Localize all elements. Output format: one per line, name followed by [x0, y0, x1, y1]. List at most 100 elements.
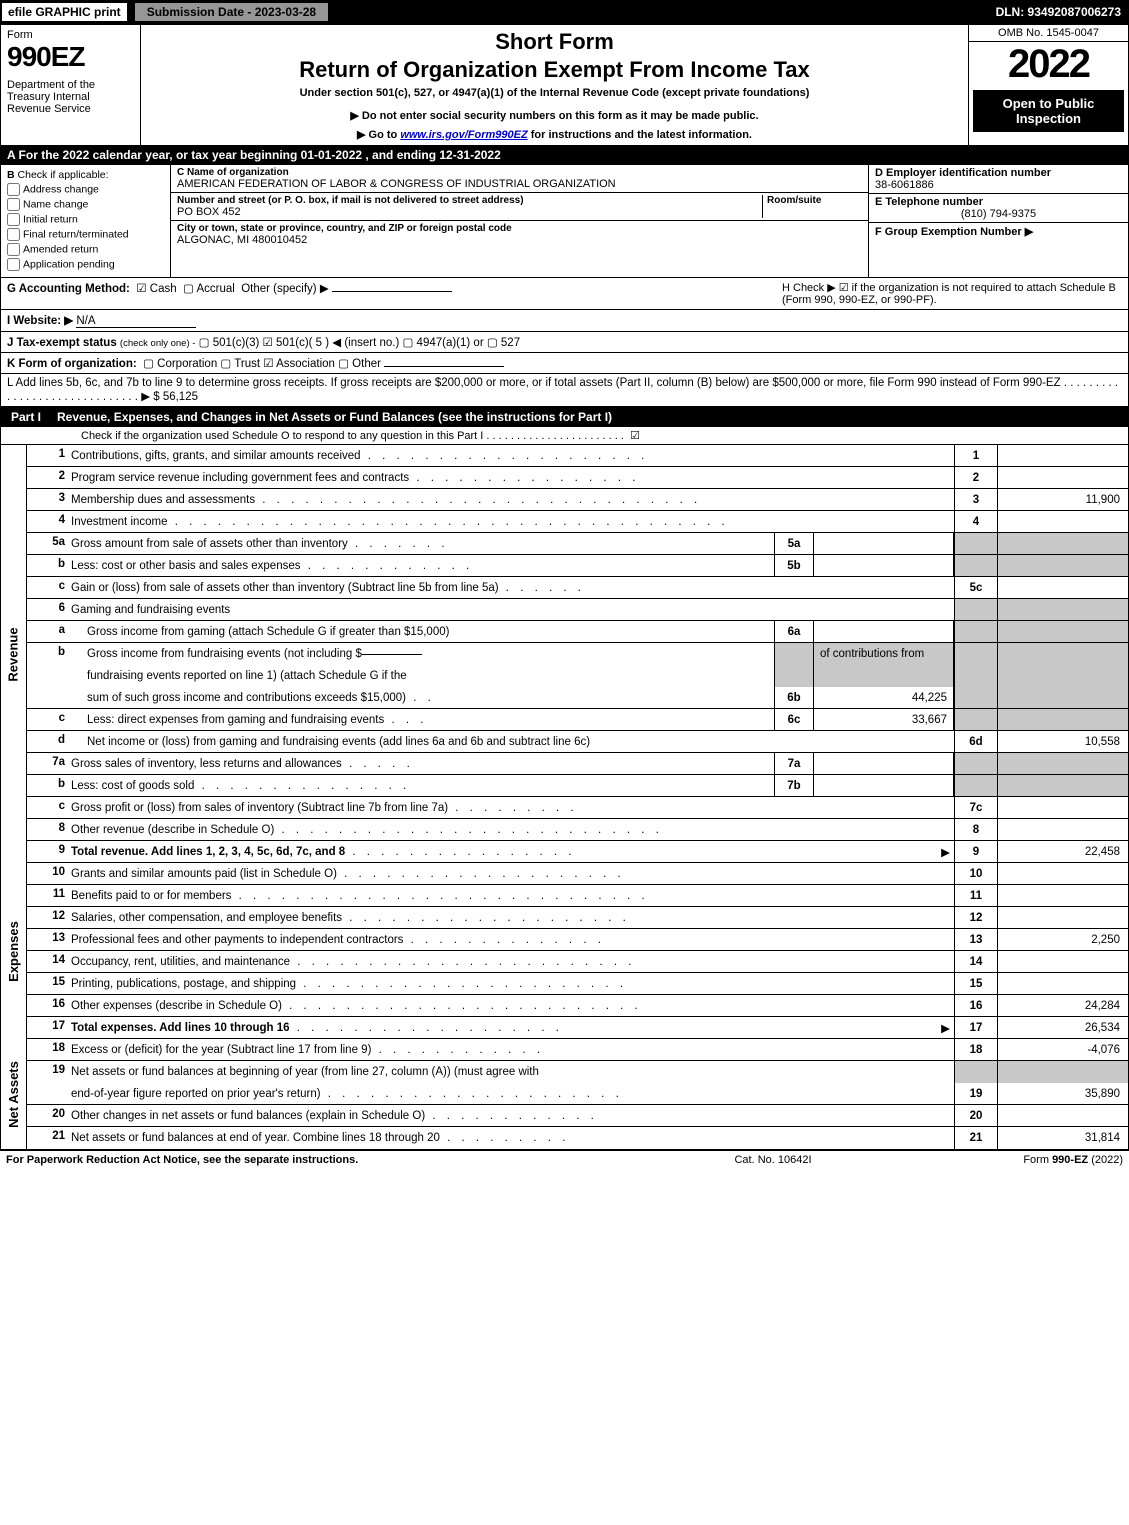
street-label: Number and street (or P. O. box, if mail…: [177, 195, 762, 206]
shaded-cell: [954, 665, 998, 687]
irs-link[interactable]: www.irs.gov/Form990EZ: [400, 129, 527, 141]
line-right-val: [998, 819, 1128, 840]
under-section: Under section 501(c), 527, or 4947(a)(1)…: [149, 87, 960, 99]
line-11: 11 Benefits paid to or for members . . .…: [27, 885, 1128, 907]
submission-date: Submission Date - 2023-03-28: [133, 1, 330, 23]
section-g-h: G Accounting Method: ☑ Cash ▢ Accrual Ot…: [0, 278, 1129, 310]
line-desc: Grants and similar amounts paid (list in…: [71, 868, 337, 880]
line-right-val: [998, 863, 1128, 884]
shaded-cell: [954, 533, 998, 554]
section-c-name-address: C Name of organization AMERICAN FEDERATI…: [171, 165, 868, 277]
line-num: 6: [27, 599, 69, 620]
omb-number: OMB No. 1545-0047: [969, 25, 1128, 42]
line-num: 14: [27, 951, 69, 972]
ein-value: 38-6061886: [875, 179, 1122, 191]
line-right-val: [998, 511, 1128, 532]
cb-initial-return[interactable]: Initial return: [7, 213, 164, 226]
line-right-num: 1: [954, 445, 998, 466]
line-mid-val: [814, 621, 954, 642]
cb-cash[interactable]: ☑ Cash: [136, 283, 176, 295]
b-text: Check if applicable:: [18, 169, 109, 181]
line-right-val: 10,558: [998, 731, 1128, 752]
line-mid-num: 5b: [774, 555, 814, 576]
line-mid-val: [814, 555, 954, 576]
return-title: Return of Organization Exempt From Incom…: [149, 57, 960, 83]
goto-pre: ▶ Go to: [357, 129, 400, 141]
cb-other[interactable]: Other (specify) ▶: [241, 283, 328, 295]
k-options[interactable]: ▢ Corporation ▢ Trust ☑ Association ▢ Ot…: [143, 358, 381, 370]
meta-block: B Check if applicable: Address change Na…: [0, 165, 1129, 278]
cb-accrual[interactable]: ▢ Accrual: [183, 283, 235, 295]
line-desc: Benefits paid to or for members: [71, 890, 231, 902]
city-label: City or town, state or province, country…: [177, 223, 862, 234]
shaded-cell: [998, 753, 1128, 774]
line-right-val: [998, 467, 1128, 488]
line-6b-1: b Gross income from fundraising events (…: [27, 643, 1128, 665]
line-num: 19: [27, 1061, 69, 1083]
cb-address-change[interactable]: Address change: [7, 183, 164, 196]
line-desc: Net assets or fund balances at end of ye…: [71, 1132, 440, 1144]
open-to-public: Open to Public Inspection: [973, 90, 1124, 132]
line-16: 16 Other expenses (describe in Schedule …: [27, 995, 1128, 1017]
shaded-cell: [954, 621, 998, 642]
line-num: a: [27, 621, 69, 642]
line-num: b: [27, 643, 69, 665]
line-desc: Professional fees and other payments to …: [71, 934, 403, 946]
line-right-num: 8: [954, 819, 998, 840]
line-right-val: 2,250: [998, 929, 1128, 950]
form-ref: Form 990-EZ (2022): [923, 1154, 1123, 1166]
j-options[interactable]: ▢ 501(c)(3) ☑ 501(c)( 5 ) ◀ (insert no.)…: [199, 337, 520, 349]
line-num: 9: [27, 841, 69, 862]
line-1: 1 Contributions, gifts, grants, and simi…: [27, 445, 1128, 467]
line-mid-val: [814, 753, 954, 774]
header-center: Short Form Return of Organization Exempt…: [141, 25, 968, 145]
line-desc: Net income or (loss) from gaming and fun…: [87, 736, 590, 748]
line-desc: Total revenue. Add lines 1, 2, 3, 4, 5c,…: [71, 846, 345, 858]
j-label: J Tax-exempt status: [7, 337, 117, 349]
arrow-icon: ▶: [941, 845, 950, 859]
line-desc: Gross income from gaming (attach Schedul…: [87, 626, 449, 638]
line-desc: fundraising events reported on line 1) (…: [87, 670, 407, 682]
section-a-tax-year: A For the 2022 calendar year, or tax yea…: [0, 146, 1129, 165]
cb-name-change[interactable]: Name change: [7, 198, 164, 211]
form-label: Form: [7, 29, 134, 41]
line-desc: end-of-year figure reported on prior yea…: [71, 1088, 321, 1100]
cb-final-return[interactable]: Final return/terminated: [7, 228, 164, 241]
line-right-val: [998, 951, 1128, 972]
shaded-cell: [998, 555, 1128, 576]
part-i-title: Revenue, Expenses, and Changes in Net As…: [51, 407, 1128, 427]
line-right-num: 7c: [954, 797, 998, 818]
line-desc: Net assets or fund balances at beginning…: [71, 1066, 539, 1078]
cb-amended-return[interactable]: Amended return: [7, 243, 164, 256]
line-6: 6 Gaming and fundraising events: [27, 599, 1128, 621]
shaded-cell: [998, 533, 1128, 554]
line-num: 5a: [27, 533, 69, 554]
short-form-title: Short Form: [149, 29, 960, 55]
top-bar: efile GRAPHIC print Submission Date - 20…: [0, 0, 1129, 24]
line-desc: Salaries, other compensation, and employ…: [71, 912, 342, 924]
line-right-val: 26,534: [998, 1017, 1128, 1038]
part-i-checkbox[interactable]: ☑: [630, 430, 640, 442]
arrow-icon: ▶: [941, 1021, 950, 1035]
line-desc: Gross sales of inventory, less returns a…: [71, 758, 342, 770]
expenses-section: Expenses 10 Grants and similar amounts p…: [0, 863, 1129, 1039]
line-6b-3: sum of such gross income and contributio…: [27, 687, 1128, 709]
line-5c: c Gain or (loss) from sale of assets oth…: [27, 577, 1128, 599]
line-12: 12 Salaries, other compensation, and emp…: [27, 907, 1128, 929]
cb-application-pending[interactable]: Application pending: [7, 258, 164, 271]
line-right-num: 20: [954, 1105, 998, 1126]
org-name: AMERICAN FEDERATION OF LABOR & CONGRESS …: [177, 178, 862, 190]
line-14: 14 Occupancy, rent, utilities, and maint…: [27, 951, 1128, 973]
room-label: Room/suite: [767, 195, 862, 206]
line-right-num: 10: [954, 863, 998, 884]
line-num: 20: [27, 1105, 69, 1126]
line-num: b: [27, 775, 69, 796]
line-right-val: 24,284: [998, 995, 1128, 1016]
line-num: 21: [27, 1127, 69, 1149]
group-exemption-label: F Group Exemption Number ▶: [875, 226, 1033, 238]
efile-print-button[interactable]: efile GRAPHIC print: [0, 1, 129, 23]
line-num: 12: [27, 907, 69, 928]
city-value: ALGONAC, MI 480010452: [177, 234, 862, 246]
line-desc: Gross profit or (loss) from sales of inv…: [71, 802, 448, 814]
line-desc: Program service revenue including govern…: [71, 472, 409, 484]
